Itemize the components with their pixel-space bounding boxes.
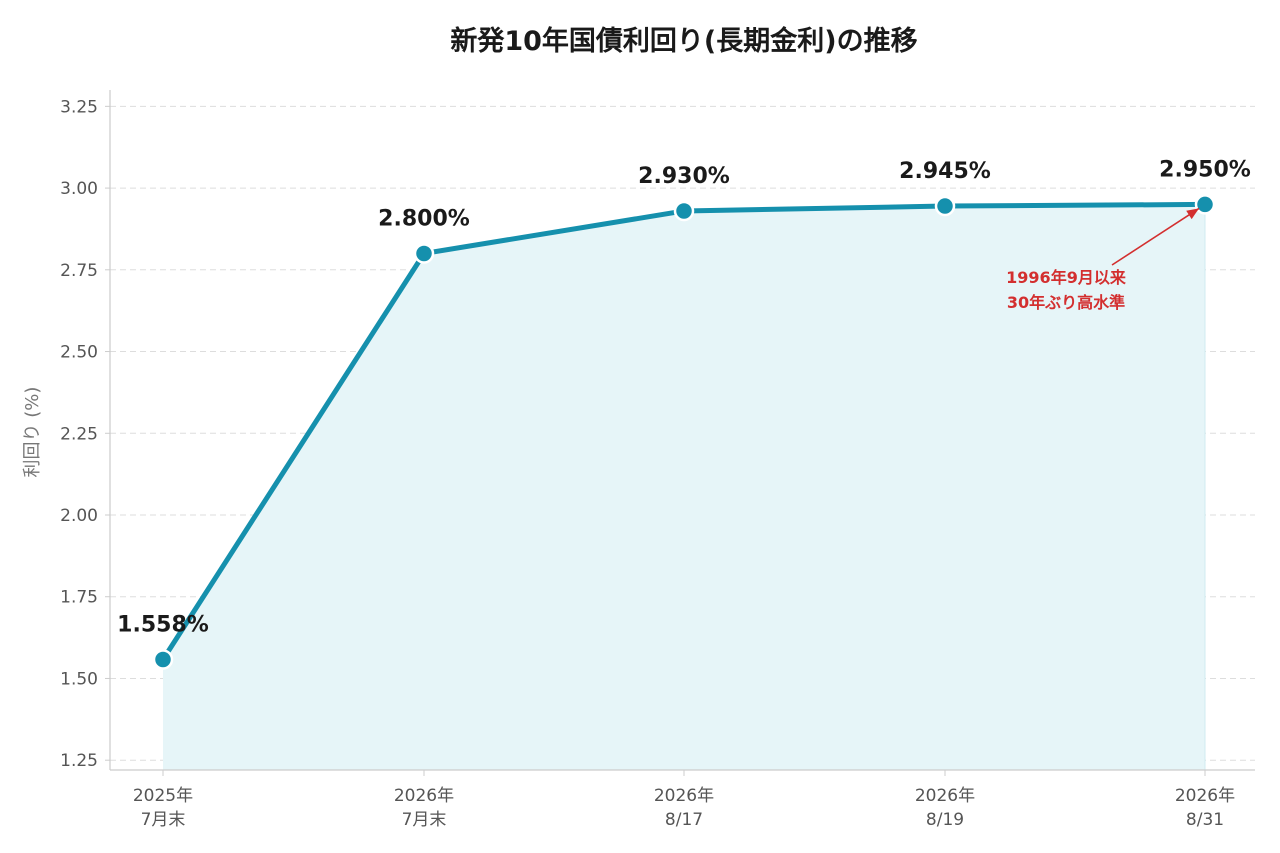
data-point	[934, 195, 956, 217]
annotation-text: 30年ぶり高水準	[1007, 293, 1125, 312]
y-tick-label: 2.00	[60, 506, 98, 526]
data-point	[413, 243, 435, 264]
y-tick-label: 3.00	[60, 179, 98, 199]
data-points	[152, 194, 1216, 670]
y-tick-label: 1.75	[60, 588, 98, 608]
x-tick-label-line2: 8/31	[1186, 810, 1224, 830]
data-label: 1.558%	[117, 613, 209, 638]
y-tick-label: 2.25	[60, 424, 98, 444]
x-tick-label-line1: 2026年	[394, 786, 454, 806]
x-tick-label-line1: 2026年	[1175, 786, 1235, 806]
axes	[109, 90, 1255, 771]
data-point	[1194, 194, 1216, 215]
x-tick-label-line2: 8/17	[665, 810, 703, 830]
x-tick-label-line1: 2026年	[915, 786, 975, 806]
y-tick-label: 2.50	[60, 343, 98, 363]
area-fill	[163, 204, 1206, 770]
y-axis-label: 利回り (%)	[22, 387, 43, 478]
x-ticks: 2025年 7月末 2026年 7月末 2026年 8/17 2026年 8/19 2026年 8…	[133, 770, 1235, 830]
x-tick-label-line1: 2026年	[654, 786, 714, 806]
y-tick-label: 1.25	[60, 751, 98, 771]
data-labels: 1.558% 2.800% 2.930% 2.945% 2.950%	[117, 157, 1251, 637]
x-tick-label-line2: 7月末	[402, 810, 447, 830]
x-tick-label-line1: 2025年	[133, 786, 193, 806]
chart-title: 新発10年国債利回り(長期金利)の推移	[450, 25, 917, 57]
x-tick-label-line2: 7月末	[141, 810, 186, 830]
y-ticks: 1.25 1.50 1.75 2.00 2.25 2.50 2.75 3.00 3.25	[60, 97, 110, 771]
area-under-line	[163, 204, 1205, 770]
annotation-arrow-head	[1186, 208, 1199, 220]
y-tick-label: 1.50	[60, 669, 98, 689]
data-label: 2.930%	[638, 164, 730, 189]
y-tick-label: 2.75	[60, 261, 98, 281]
y-tick-label: 3.25	[60, 97, 98, 117]
annotation: 1996年9月以来 30年ぶり高水準	[1006, 207, 1200, 312]
x-tick-label-line2: 8/19	[926, 810, 964, 830]
data-label: 2.950%	[1159, 157, 1251, 182]
annotation-text: 1996年9月以来	[1006, 268, 1127, 287]
data-label: 2.945%	[899, 159, 991, 184]
data-label: 2.800%	[378, 206, 470, 231]
data-point	[152, 649, 174, 670]
data-point	[673, 200, 695, 222]
annotation-arrow-line	[1111, 207, 1200, 266]
